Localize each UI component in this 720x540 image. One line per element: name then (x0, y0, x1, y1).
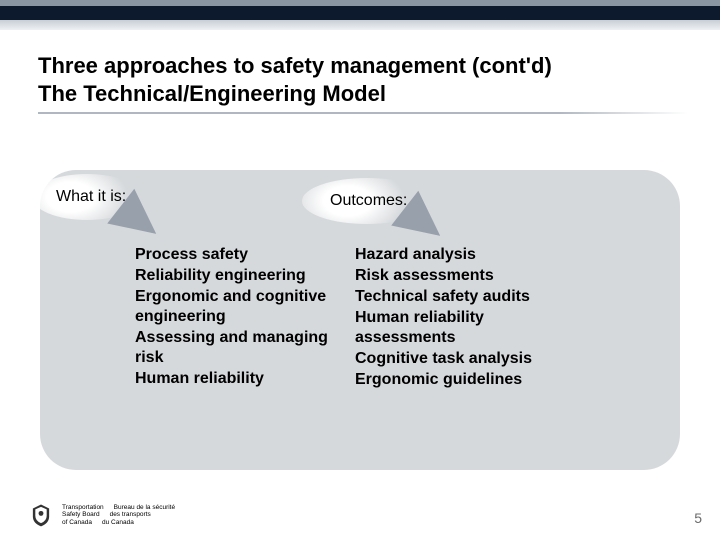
footer-en-1: Transportation (62, 504, 104, 511)
footer-en-3: of Canada (62, 519, 92, 526)
footer-en-2: Safety Board (62, 511, 100, 518)
list-item: Human reliability (135, 369, 355, 389)
list-item: Reliability engineering (135, 266, 355, 286)
list-item: Ergonomic and cognitive engineering (135, 287, 355, 327)
title-line-1: Three approaches to safety management (c… (38, 52, 678, 80)
footer-logo: Transportation Bureau de la sécurité Safe… (28, 502, 175, 528)
footer-fr-1: Bureau de la sécurité (114, 504, 175, 511)
title-block: Three approaches to safety management (c… (38, 52, 678, 107)
list-item: Assessing and managing risk (135, 328, 355, 368)
footer-fr-2: des transports (110, 511, 151, 518)
list-item: Ergonomic guidelines (355, 370, 575, 390)
top-bar-stripe-gradient (0, 20, 720, 30)
title-line-2: The Technical/Engineering Model (38, 80, 678, 108)
list-item: Technical safety audits (355, 287, 575, 307)
list-column-left: Process safety Reliability engineering E… (135, 245, 355, 390)
dart-right-label: Outcomes: (330, 192, 407, 210)
title-underline (38, 112, 688, 114)
top-bar-stripe-dark (0, 6, 720, 20)
page-number: 5 (694, 510, 702, 526)
slide: Three approaches to safety management (c… (0, 0, 720, 540)
list-item: Risk assessments (355, 266, 575, 286)
top-bar (0, 0, 720, 30)
coat-of-arms-icon (28, 502, 54, 528)
footer-fr-3: du Canada (102, 519, 134, 526)
footer-text: Transportation Bureau de la sécurité Safe… (62, 504, 175, 525)
list-item: Human reliability assessments (355, 308, 575, 348)
dart-left-label: What it is: (56, 188, 126, 206)
list-column-right: Hazard analysis Risk assessments Technic… (355, 245, 575, 391)
list-item: Cognitive task analysis (355, 349, 575, 369)
list-item: Hazard analysis (355, 245, 575, 265)
list-item: Process safety (135, 245, 355, 265)
